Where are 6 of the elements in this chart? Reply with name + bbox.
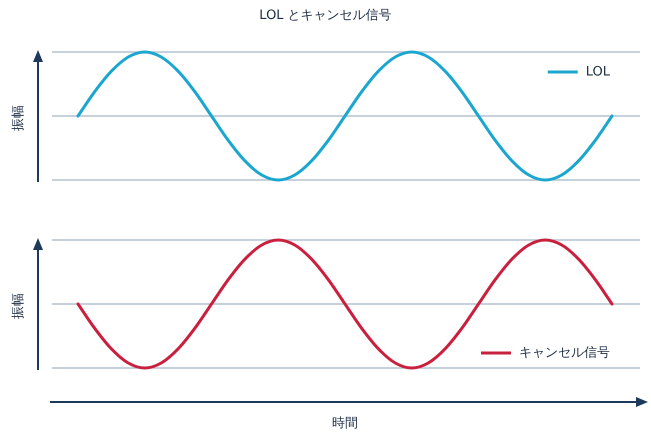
legend-label: キャンセル信号 — [519, 345, 610, 360]
legend-label: LOL — [586, 64, 611, 80]
y-axis-title: 振幅 — [10, 292, 27, 321]
x-axis-title: 時間 — [331, 415, 359, 432]
y-axis-title: 振幅 — [10, 104, 27, 133]
chart-title: LOL とキャンセル信号 — [258, 7, 393, 24]
